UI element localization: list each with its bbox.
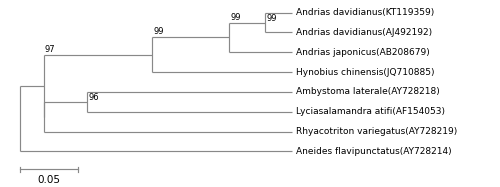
Text: Andrias japonicus(AB208679): Andrias japonicus(AB208679)	[296, 48, 430, 57]
Text: Ambystoma laterale(AY728218): Ambystoma laterale(AY728218)	[296, 87, 440, 96]
Text: Aneides flavipunctatus(AY728214): Aneides flavipunctatus(AY728214)	[296, 147, 451, 156]
Text: Andrias davidianus(KT119359): Andrias davidianus(KT119359)	[296, 8, 434, 17]
Text: 0.05: 0.05	[38, 175, 60, 185]
Text: Andrias davidianus(AJ492192): Andrias davidianus(AJ492192)	[296, 28, 432, 37]
Text: 99: 99	[266, 14, 277, 23]
Text: Hynobius chinensis(JQ710885): Hynobius chinensis(JQ710885)	[296, 68, 434, 77]
Text: 96: 96	[88, 94, 99, 102]
Text: Lyciasalamandra atifi(AF154053): Lyciasalamandra atifi(AF154053)	[296, 107, 444, 116]
Text: Rhyacotriton variegatus(AY728219): Rhyacotriton variegatus(AY728219)	[296, 127, 457, 136]
Text: 99: 99	[230, 13, 240, 22]
Text: 99: 99	[153, 27, 164, 36]
Text: 97: 97	[45, 45, 56, 54]
